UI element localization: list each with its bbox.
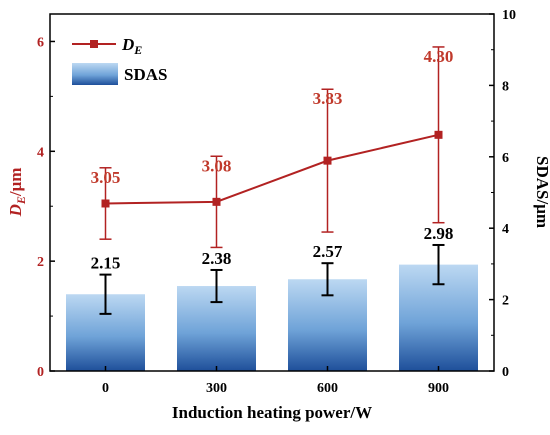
right-tick-label-1: 2 — [502, 294, 509, 309]
right-tick-label-2: 4 — [502, 222, 509, 237]
left-axis-title-sub: E — [14, 196, 28, 205]
line-label-0: 3.05 — [91, 168, 121, 187]
right-tick-label-4: 8 — [502, 79, 509, 94]
line-point-1 — [212, 197, 221, 206]
bar-label-2: 2.57 — [313, 242, 343, 261]
right-tick-label-3: 6 — [502, 151, 509, 166]
legend-line-label-sub: E — [133, 43, 142, 57]
x-axis-title: Induction heating power/W — [172, 403, 372, 422]
left-axis-title: DE/μm — [6, 168, 28, 218]
left-tick-label-1: 2 — [37, 255, 44, 270]
bar-label-1: 2.38 — [202, 249, 232, 268]
x-tick-label-0: 0 — [102, 381, 109, 396]
left-axis-title-suffix: /μm — [6, 168, 25, 198]
legend-line-label-main: D — [121, 35, 134, 54]
x-tick-label-2: 600 — [317, 381, 338, 396]
right-axis-title: SDAS/μm — [533, 156, 550, 228]
line-point-2 — [323, 156, 332, 165]
x-tick-label-1: 300 — [206, 381, 227, 396]
left-tick-label-2: 4 — [37, 145, 44, 160]
right-tick-label-5: 10 — [502, 8, 516, 23]
left-tick-label-0: 0 — [37, 365, 44, 380]
left-axis-title-main: D — [6, 204, 25, 217]
legend-bar-label: SDAS — [124, 65, 167, 84]
left-tick-label-3: 6 — [37, 35, 44, 50]
x-tick-label-3: 900 — [428, 381, 449, 396]
line-label-2: 3.83 — [313, 89, 343, 108]
legend-line-label: DE — [121, 35, 142, 57]
right-tick-label-0: 0 — [502, 365, 509, 380]
bar-label-0: 2.15 — [91, 254, 121, 273]
line-series-de — [105, 133, 439, 205]
legend-line-marker — [90, 40, 98, 48]
line-label-1: 3.08 — [202, 156, 232, 175]
line-point-0 — [101, 199, 110, 208]
bar-label-3: 2.98 — [424, 224, 454, 243]
line-label-3: 4.30 — [424, 47, 454, 66]
legend: DE SDAS — [72, 35, 167, 85]
line-point-3 — [434, 130, 443, 139]
legend-bar-swatch — [72, 63, 118, 85]
